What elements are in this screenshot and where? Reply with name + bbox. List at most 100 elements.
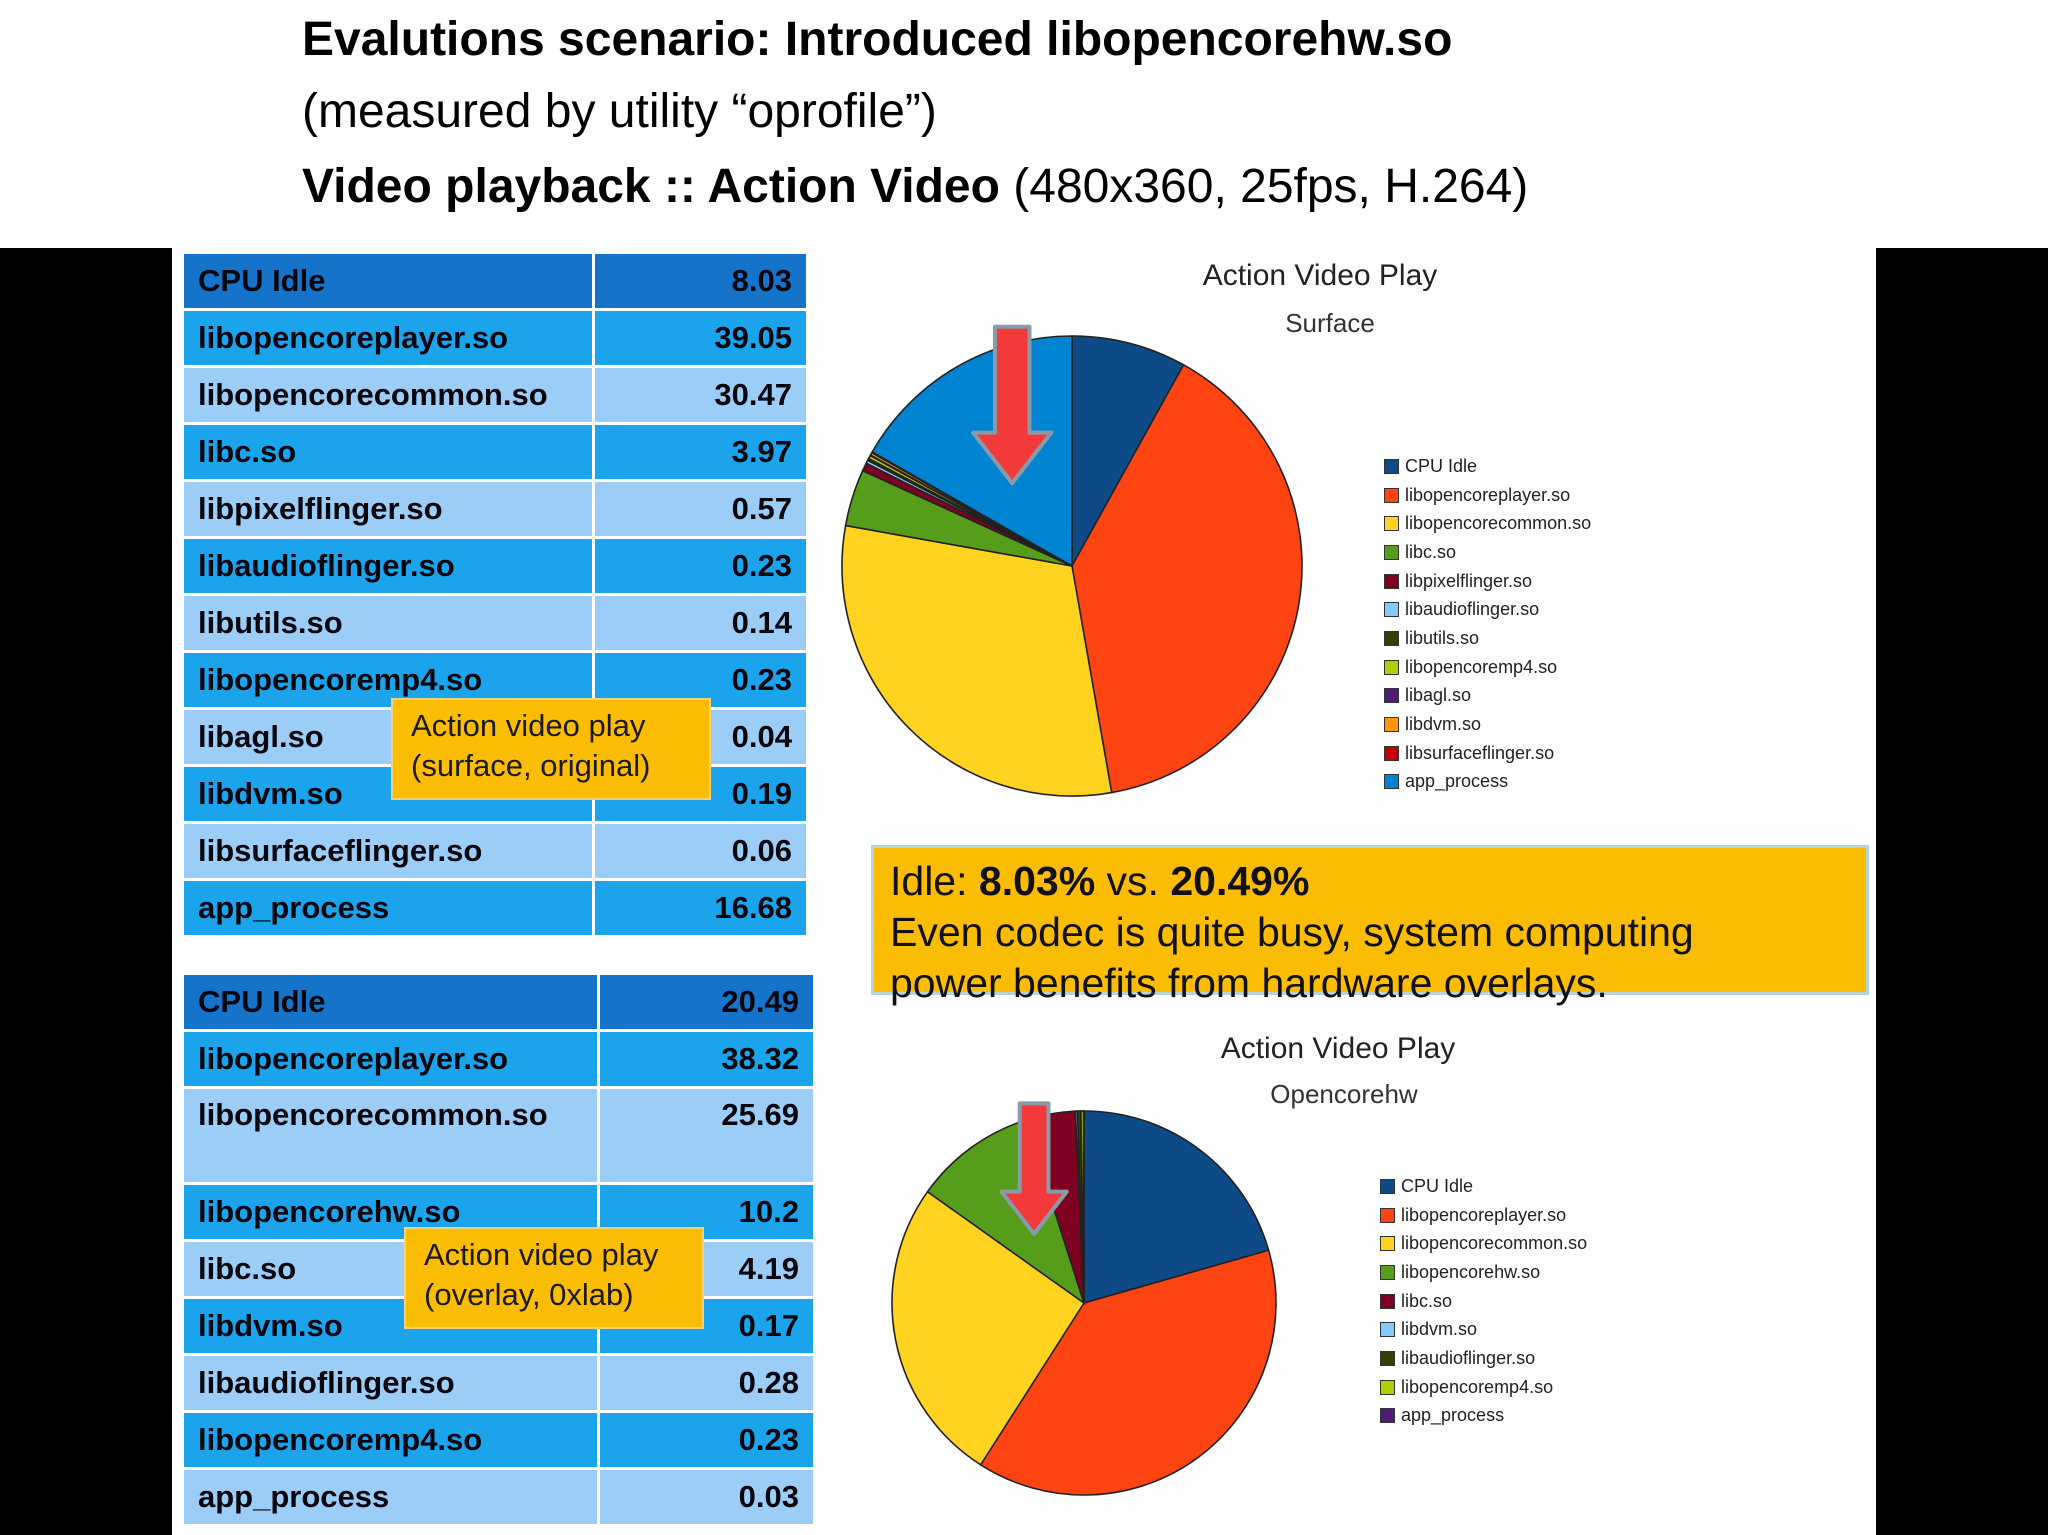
legend-label: libc.so <box>1405 541 1457 562</box>
surface-callout: Action video play (surface, original) <box>391 698 711 800</box>
legend-label: CPU Idle <box>1401 1175 1474 1196</box>
row-value: 16.68 <box>592 878 809 938</box>
legend-swatch <box>1380 1264 1395 1280</box>
summary-line-1: Idle: 8.03% vs. 20.49% <box>890 856 1850 907</box>
table-row: libopencoreplayer.so 38.32 <box>181 1029 816 1089</box>
row-value: 3.97 <box>592 422 809 482</box>
legend-swatch <box>1380 1408 1395 1424</box>
legend-item-libopencoreplayer-so: libopencoreplayer.so <box>1380 1201 1587 1230</box>
row-value: 30.47 <box>592 365 809 425</box>
legend-label: libagl.so <box>1405 685 1472 706</box>
table-row: libaudioflinger.so 0.28 <box>181 1353 816 1413</box>
legend-item-libdvm-so: libdvm.so <box>1384 710 1591 739</box>
pie-slice-cpu-idle <box>1083 1110 1270 1305</box>
pie-slice-libopencoreplayer-so <box>979 1249 1277 1496</box>
pie-slice-cpu-idle <box>1071 335 1185 570</box>
chart1-subtitle: Surface <box>1285 308 1375 338</box>
row-value: 0.06 <box>592 821 809 881</box>
overlay-table: CPU Idle 20.49 libopencoreplayer.so 38.32 … <box>181 972 816 1527</box>
pie-slice-libopencoreplayer-so <box>1071 363 1303 794</box>
legend-swatch <box>1384 544 1399 560</box>
table-row: libpixelflinger.so 0.57 <box>181 479 809 539</box>
legend-item-libaudioflinger-so: libaudioflinger.so <box>1384 595 1591 624</box>
red-arrow-icon <box>971 324 1054 486</box>
row-value: 20.49 <box>597 972 816 1032</box>
pie-slice-libopencorecommon-so <box>841 524 1113 797</box>
callout-line: Action video play <box>424 1237 659 1272</box>
legend-label: libsurfaceflinger.so <box>1405 742 1555 763</box>
chart2-subtitle: Opencorehw <box>1270 1079 1418 1109</box>
legend-swatch <box>1384 717 1399 733</box>
table-row: app_process 0.03 <box>181 1467 816 1527</box>
row-name: libpixelflinger.so <box>181 479 595 539</box>
summary-line-3: power benefits from hardware overlays. <box>890 960 1608 1006</box>
legend-swatch <box>1380 1293 1395 1309</box>
table-row: libc.so 3.97 <box>181 422 809 482</box>
summary-line-2: Even codec is quite busy, system computi… <box>890 909 1694 955</box>
legend-swatch <box>1384 659 1399 675</box>
chart2-legend: CPU Idle libopencoreplayer.so libopencorec… <box>1380 1172 1587 1430</box>
row-name: libaudioflinger.so <box>181 1353 600 1413</box>
legend-label: libc.so <box>1401 1290 1453 1311</box>
legend-label: libutils.so <box>1405 627 1480 648</box>
legend-item-cpu-idle: CPU Idle <box>1380 1172 1587 1201</box>
legend-item-libopencoremp4-so: libopencoremp4.so <box>1384 653 1591 682</box>
row-value: 8.03 <box>592 251 809 311</box>
table-row: libopencoremp4.so 0.23 <box>181 650 809 710</box>
row-value: 4.19 <box>597 1239 816 1299</box>
row-value: 0.23 <box>597 1410 816 1470</box>
table-row: libaudioflinger.so 0.23 <box>181 536 809 596</box>
legend-item-cpu-idle: CPU Idle <box>1384 452 1591 481</box>
chart2-title: Action Video Play <box>1220 1032 1456 1065</box>
legend-swatch <box>1384 602 1399 618</box>
row-name: libc.so <box>181 422 595 482</box>
legend-item-app-process: app_process <box>1384 768 1591 797</box>
legend-label: libopencorecommon.so <box>1401 1233 1588 1254</box>
legend-label: libpixelflinger.so <box>1405 570 1533 591</box>
legend-swatch <box>1380 1178 1395 1194</box>
legend-swatch <box>1384 774 1399 790</box>
legend-swatch <box>1384 458 1399 474</box>
slide-video-info: Video playback :: Action Video (480x360,… <box>302 150 1528 224</box>
left-black-bar <box>0 248 172 1535</box>
legend-swatch <box>1384 745 1399 761</box>
slide-subtitle: (measured by utility “oprofile”) <box>302 85 937 138</box>
legend-label: libopencoreplayer.so <box>1405 484 1571 505</box>
legend-label: libaudioflinger.so <box>1401 1347 1536 1368</box>
table-row: libsurfaceflinger.so 0.06 <box>181 821 809 881</box>
legend-item-libpixelflinger-so: libpixelflinger.so <box>1384 567 1591 596</box>
legend-item-libutils-so: libutils.so <box>1384 624 1591 653</box>
legend-label: CPU Idle <box>1405 455 1478 476</box>
callout-line: (surface, original) <box>411 748 651 783</box>
table-row: libopencoreplayer.so 39.05 <box>181 308 809 368</box>
slide-title: Evalutions scenario: Introduced libopenc… <box>302 13 1453 66</box>
red-arrow-icon <box>999 1101 1069 1236</box>
row-name: libopencorecommon.so <box>181 1086 600 1185</box>
row-name: CPU Idle <box>181 972 600 1032</box>
legend-swatch <box>1384 630 1399 646</box>
legend-item-libagl-so: libagl.so <box>1384 682 1591 711</box>
idle-surface-value: 8.03% <box>978 858 1096 904</box>
table-row: libutils.so 0.14 <box>181 593 809 653</box>
legend-swatch <box>1380 1350 1395 1366</box>
legend-label: libaudioflinger.so <box>1405 599 1540 620</box>
legend-label: app_process <box>1405 771 1509 792</box>
row-value: 38.32 <box>597 1029 816 1089</box>
row-name: libopencoreplayer.so <box>181 308 595 368</box>
row-value: 0.57 <box>592 479 809 539</box>
callout-line: (overlay, 0xlab) <box>424 1277 634 1312</box>
legend-item-app-process: app_process <box>1380 1402 1587 1431</box>
row-value: 0.14 <box>592 593 809 653</box>
overlay-callout: Action video play (overlay, 0xlab) <box>404 1227 704 1329</box>
legend-swatch <box>1384 688 1399 704</box>
legend-label: libopencoremp4.so <box>1405 656 1558 677</box>
right-black-bar <box>1876 248 2048 1535</box>
row-value: 39.05 <box>592 308 809 368</box>
row-value: 0.28 <box>597 1353 816 1413</box>
legend-item-libsurfaceflinger-so: libsurfaceflinger.so <box>1384 739 1591 768</box>
legend-swatch <box>1384 573 1399 589</box>
video-info-bold: Video playback :: Action Video <box>302 160 1000 213</box>
row-name: app_process <box>181 1467 600 1527</box>
legend-item-libopencorecommon-so: libopencorecommon.so <box>1384 509 1591 538</box>
legend-item-libdvm-so: libdvm.so <box>1380 1315 1587 1344</box>
